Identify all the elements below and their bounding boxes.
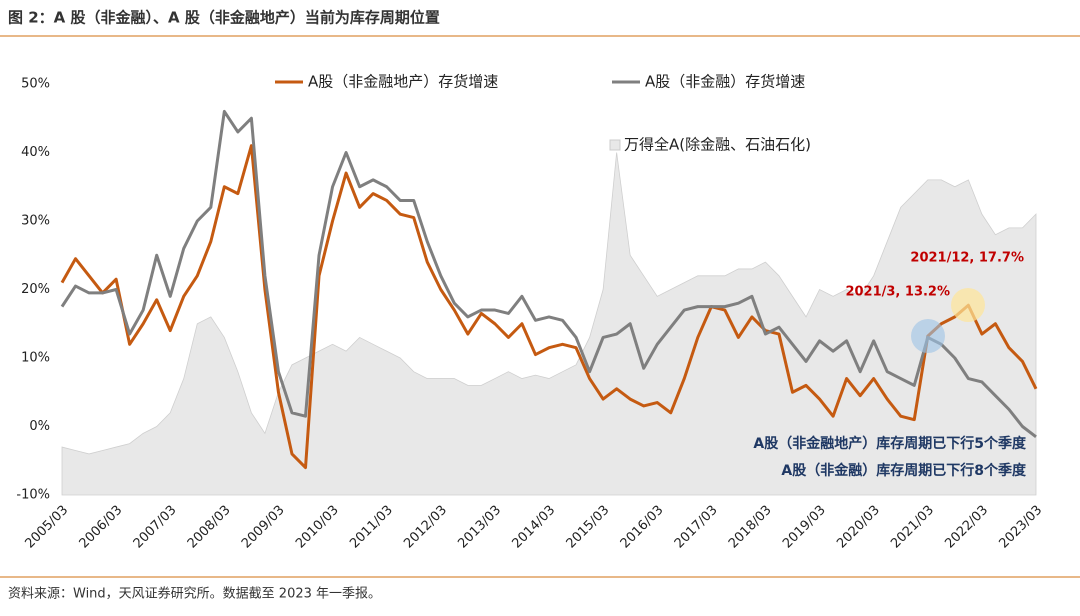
annotation: A股（非金融地产）库存周期已下行5个季度 bbox=[753, 435, 1027, 452]
x-tick-label: 2007/03 bbox=[131, 503, 180, 552]
y-tick-label: -10% bbox=[16, 488, 50, 503]
x-tick-label: 2014/03 bbox=[510, 503, 559, 552]
annotation: 2021/3, 13.2% bbox=[845, 285, 950, 300]
x-tick-label: 2020/03 bbox=[834, 503, 883, 552]
x-tick-label: 2009/03 bbox=[239, 503, 288, 552]
x-tick-label: 2019/03 bbox=[780, 503, 829, 552]
annotation: 2021/12, 17.7% bbox=[910, 251, 1024, 266]
highlight bbox=[911, 319, 945, 353]
plot: 50% 40% 30% 20% 10% 0% -10%2005/03 2006/03 2007/… bbox=[16, 77, 1045, 552]
x-tick-label: 2010/03 bbox=[293, 503, 342, 552]
y-tick-label: 10% bbox=[21, 351, 50, 366]
y-tick-label: 20% bbox=[21, 282, 50, 297]
legend-label: A股（非金融）存货增速 bbox=[645, 73, 805, 91]
annotation: A股（非金融）库存周期已下行8个季度 bbox=[781, 462, 1027, 479]
x-tick-label: 2022/03 bbox=[942, 503, 991, 552]
y-tick-label: 30% bbox=[21, 214, 50, 229]
source: 资料来源：Wind，天风证券研究所。数据截至 2023 年一季报。 bbox=[8, 586, 381, 602]
legend-label: 万得全A(除金融、石油石化) bbox=[624, 136, 811, 154]
x-tick-label: 2017/03 bbox=[672, 503, 721, 552]
y-tick-label: 50% bbox=[21, 77, 50, 92]
x-tick-label: 2005/03 bbox=[23, 503, 72, 552]
x-tick-label: 2021/03 bbox=[888, 503, 937, 552]
legend-swatch bbox=[609, 139, 621, 151]
line bbox=[60, 144, 1038, 470]
x-tick-label: 2006/03 bbox=[77, 503, 126, 552]
x-tick-label: 2013/03 bbox=[455, 503, 504, 552]
x-tick-label: 2018/03 bbox=[726, 503, 775, 552]
x-tick-label: 2015/03 bbox=[564, 503, 613, 552]
chart-title: 图 2：A 股（非金融）、A 股（非金融地产）当前为库存周期位置 bbox=[8, 9, 440, 27]
line bbox=[60, 109, 1037, 438]
x-tick-label: 2011/03 bbox=[347, 503, 396, 552]
x-tick-label: 2016/03 bbox=[618, 503, 667, 552]
y-tick-label: 40% bbox=[21, 145, 50, 160]
highlight bbox=[951, 288, 985, 322]
x-tick-label: 2012/03 bbox=[401, 503, 450, 552]
legend-label: A股（非金融地产）存货增速 bbox=[308, 73, 498, 91]
x-tick-label: 2008/03 bbox=[185, 503, 234, 552]
y-tick-label: 0% bbox=[29, 419, 50, 434]
x-tick-label: 2023/03 bbox=[997, 503, 1046, 552]
